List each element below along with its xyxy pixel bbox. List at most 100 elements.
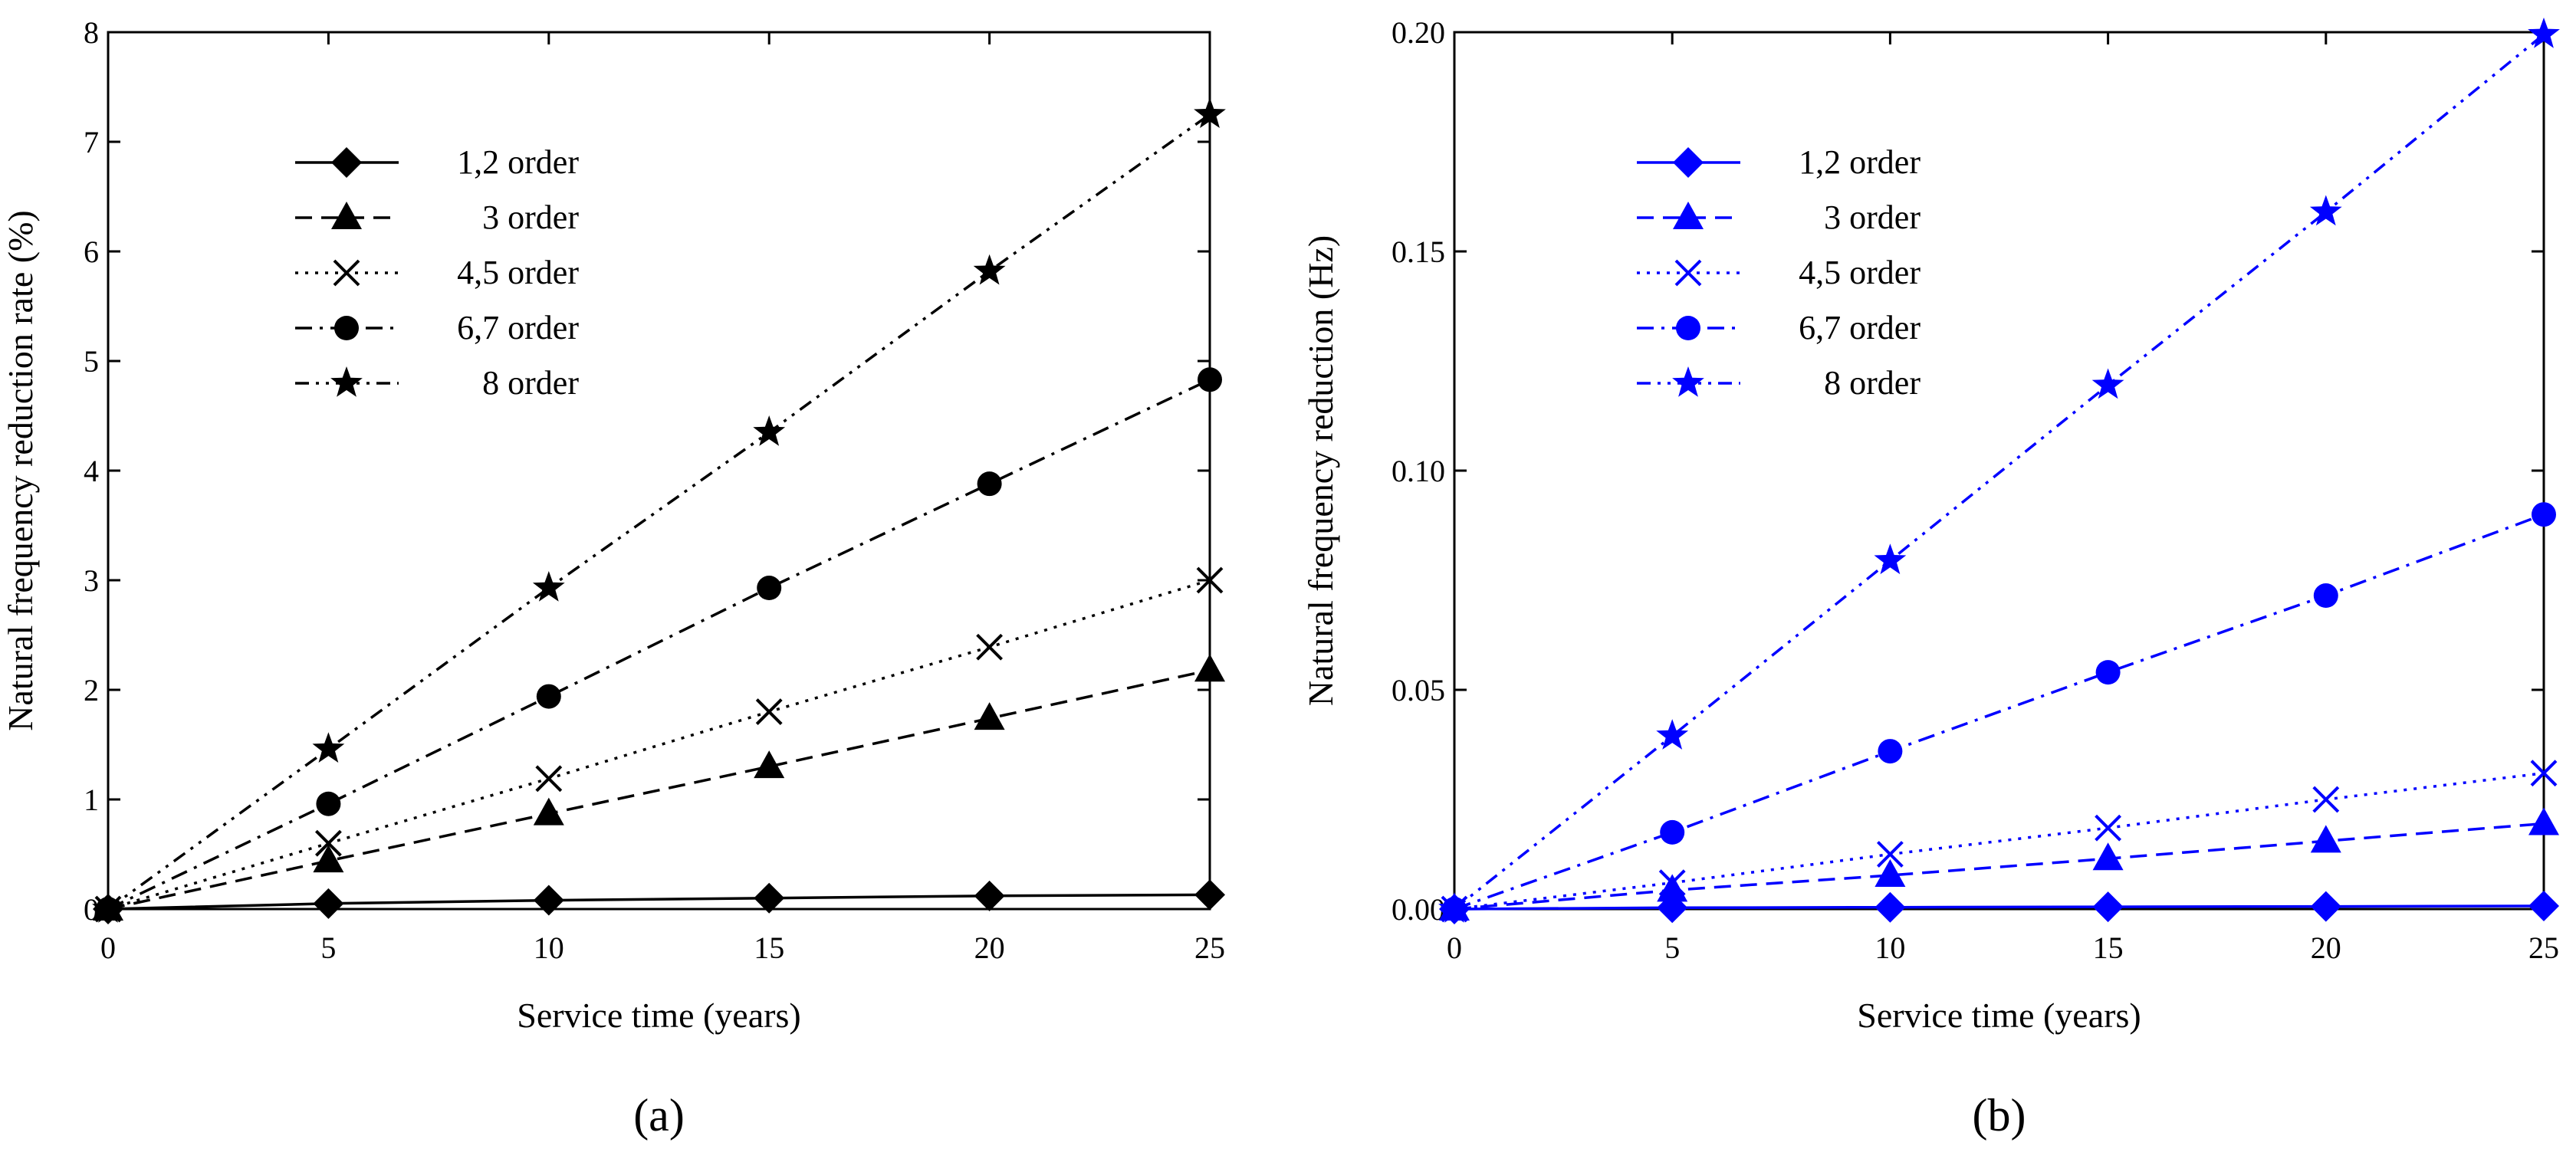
data-point: [757, 576, 782, 601]
data-point: [533, 885, 564, 916]
data-point: [2313, 583, 2338, 609]
data-point: [2530, 760, 2558, 787]
legend-marker: [333, 259, 360, 287]
y-tick-label: 6: [84, 235, 99, 269]
data-point: [974, 880, 1005, 911]
legend: 1,2 order 3 order 4,5 order 6,7 order 8 orde…: [1637, 143, 1921, 402]
legend-label: 3 order: [1824, 199, 1921, 236]
series-line: [107, 893, 1211, 911]
series-1-2-order: [93, 879, 1225, 924]
data-point: [1194, 97, 1226, 128]
panel-label: (a): [633, 1090, 685, 1141]
series-4-5-order: [94, 566, 1224, 923]
legend-label: 6,7 order: [457, 309, 579, 346]
data-point: [973, 254, 1006, 285]
y-tick-label: 5: [84, 344, 99, 379]
series-6-7-order: [1442, 502, 2556, 921]
y-tick-label: 0.05: [1392, 673, 1445, 707]
data-point: [2091, 368, 2124, 399]
legend-label: 8 order: [482, 364, 579, 402]
x-tick-label: 15: [754, 931, 784, 965]
data-point: [1660, 819, 1685, 845]
x-axis-label: Service time (years): [517, 996, 800, 1035]
data-point: [2092, 842, 2124, 871]
y-tick-label: 1: [84, 783, 99, 817]
data-point: [1658, 869, 1686, 897]
series-line: [107, 668, 1211, 911]
data-point: [2532, 502, 2556, 527]
series-line: [1454, 513, 2545, 911]
y-tick-label: 7: [84, 125, 99, 159]
data-point: [1657, 874, 1688, 902]
data-point: [1874, 543, 1907, 575]
data-point: [2312, 786, 2340, 813]
x-tick-label: 20: [974, 931, 1005, 965]
data-point: [1875, 891, 1906, 923]
data-point: [974, 702, 1005, 730]
chart-panel-b: 0 5 10 15 20 25 0.00 0.05 0.10 0.15 0.20 Service ti…: [1301, 15, 2560, 1141]
legend-entry-3-order: 3 order: [1637, 199, 1921, 236]
series-1-2-order: [1439, 890, 2559, 924]
y-tick-label: 0.00: [1392, 892, 1445, 927]
y-tick-label: 4: [84, 454, 99, 488]
data-point: [532, 571, 565, 602]
legend-entry-8-order: 8 order: [1637, 364, 1921, 402]
x-tick-label: 10: [1875, 931, 1905, 965]
data-point: [2309, 195, 2342, 226]
legend-marker: [331, 147, 362, 178]
series-6-7-order: [96, 367, 1222, 921]
legend-label: 8 order: [1824, 364, 1921, 402]
data-point: [2310, 891, 2341, 922]
series-4-5-order: [1441, 760, 2558, 923]
y-tick-label: 0.20: [1392, 15, 1445, 50]
legend-marker: [1673, 147, 1704, 178]
data-point: [1198, 367, 1222, 392]
legend-marker: [1676, 316, 1700, 340]
data-point: [2092, 891, 2124, 923]
legend-marker: [331, 202, 362, 229]
y-tick-label: 2: [84, 673, 99, 707]
x-tick-label: 25: [2528, 931, 2559, 965]
data-point: [1196, 566, 1224, 594]
y-tick-label: 0.15: [1392, 235, 1445, 269]
x-axis-label: Service time (years): [1857, 996, 2141, 1035]
legend-entry-3-order: 3 order: [295, 199, 579, 236]
legend-entry-1-2-order: 1,2 order: [1637, 143, 1921, 181]
data-point: [533, 797, 564, 826]
series-line: [107, 579, 1211, 911]
legend-label: 6,7 order: [1799, 309, 1921, 346]
legend-entry-8-order: 8 order: [295, 364, 579, 402]
data-point: [316, 791, 341, 816]
series-line: [1453, 33, 2545, 911]
data-point: [535, 765, 563, 793]
legend-label: 3 order: [482, 199, 579, 236]
legend-marker: [1673, 202, 1704, 229]
legend-entry-4-5-order: 4,5 order: [1637, 254, 1921, 291]
y-tick-label: 0.10: [1392, 454, 1445, 488]
data-point: [753, 415, 786, 446]
legend-label: 1,2 order: [457, 143, 579, 181]
y-tick-label: 8: [84, 15, 99, 50]
data-point: [976, 633, 1004, 661]
series-8-order: [92, 97, 1226, 923]
x-tick-label: 5: [1664, 931, 1680, 965]
data-point: [2528, 807, 2559, 835]
y-axis-label: Natural frequency reduction rate (%): [1, 210, 40, 730]
legend-entry-6-7-order: 6,7 order: [1637, 309, 1921, 346]
data-point: [1656, 719, 1689, 750]
data-point: [1878, 739, 1903, 764]
data-point: [2095, 660, 2121, 685]
legend-entry-1-2-order: 1,2 order: [295, 143, 579, 181]
legend-label: 1,2 order: [1799, 143, 1921, 181]
data-point: [1876, 841, 1904, 868]
y-tick-label: 3: [84, 563, 99, 598]
x-tick-label: 10: [534, 931, 564, 965]
x-tick-label: 20: [2311, 931, 2341, 965]
legend-marker: [1672, 366, 1704, 397]
y-axis-label: Natural frequency reduction (Hz): [1301, 235, 1340, 706]
data-point: [312, 732, 345, 763]
x-tick-label: 5: [320, 931, 336, 965]
series-line: [107, 378, 1211, 911]
